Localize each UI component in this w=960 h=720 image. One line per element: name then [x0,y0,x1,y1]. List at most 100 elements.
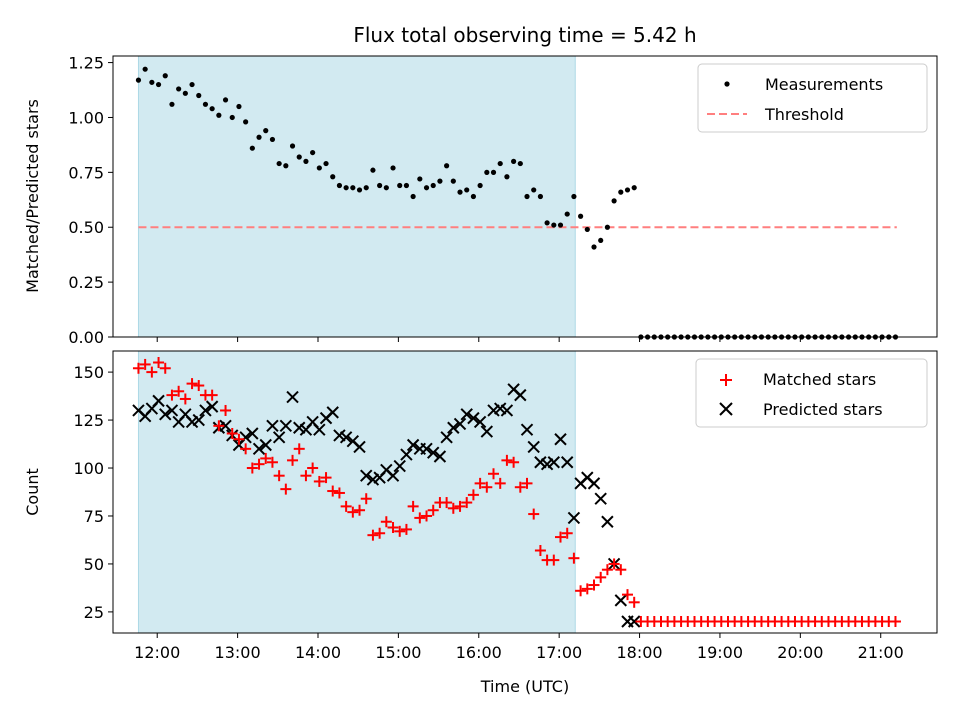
matched-point [220,404,232,416]
bottom-y-tick-label: 100 [73,459,104,478]
x-tick-label: 18:00 [617,643,663,662]
measurement-point [571,193,577,200]
measurement-point [169,101,175,107]
measurement-point [269,136,276,143]
measurement-point [330,174,336,180]
predicted-point [313,423,326,436]
legend-matched-label: Matched stars [763,370,876,389]
matched-point [521,477,533,489]
matched-point [327,485,339,497]
matched-point [173,385,185,397]
legend-threshold-label: Threshold [764,105,844,124]
measurement-point [564,211,570,217]
measurement-point [383,185,389,191]
measurement-point [423,185,430,191]
matched-point [581,583,593,595]
matched-point [300,470,312,482]
matched-point [528,508,540,520]
legend-measurements-marker [724,81,730,87]
predicted-point [467,411,480,425]
top-y-tick-label: 0.75 [68,163,104,182]
measurement-point [236,103,242,110]
predicted-point [500,404,514,417]
matched-point [159,362,171,374]
predicted-point [246,427,259,440]
predicted-point [272,431,286,444]
measurement-point [537,193,544,200]
predicted-point [594,492,607,505]
matched-point [320,472,332,484]
matched-point [374,527,386,539]
measurement-point [336,182,343,189]
predicted-point [567,511,581,525]
top-legend-box [697,63,928,133]
matched-point [447,502,459,514]
matched-point [441,497,453,509]
bottom-y-tick-label: 25 [84,603,104,622]
bottom-y-ticks: 25 50 75 100 125 150 [73,363,113,622]
measurement-point [310,149,316,156]
measurement-point [189,81,195,88]
measurement-point [263,128,269,134]
measurement-point [249,145,255,151]
measurement-point [551,222,557,228]
measurement-point [196,92,202,99]
matched-point [226,427,238,439]
matched-point [166,389,178,401]
x-tick-label: 16:00 [456,643,502,662]
top-y-tick-label: 1.00 [68,108,104,127]
legend-predicted-label: Predicted stars [763,400,883,419]
matched-point [501,454,513,466]
measurement-point [283,163,289,169]
predicted-point [440,431,453,444]
predicted-point [386,469,400,482]
measurement-point [289,143,296,149]
matched-point [307,462,319,474]
matched-point [206,389,218,401]
matched-point [588,579,600,591]
matched-point [508,456,520,468]
measurement-point [464,187,470,193]
matched-point [427,504,439,516]
matched-point [253,458,265,470]
matched-point [293,443,305,455]
matched-point [146,366,158,378]
matched-point [407,500,419,512]
measurement-point [624,187,631,193]
predicted-point [480,425,494,438]
predicted-point [239,431,252,444]
measurement-point [176,86,182,92]
matched-point [186,378,198,390]
top-ylabel: Matched/Predicted stars [23,99,42,293]
matched-point [575,585,587,597]
matched-point [153,357,165,369]
measurement-point [417,176,423,182]
measurement-point [631,185,637,191]
measurement-point [584,226,590,233]
measurement-point [209,106,215,112]
matched-point [621,589,633,601]
measurement-point [343,185,349,191]
predicted-point [614,594,628,607]
matched-point [494,477,506,489]
matched-point [266,456,278,468]
measurement-point [504,174,510,180]
bottom-legend-box [695,358,928,428]
top-shaded-region [137,55,576,338]
bottom-ylabel: Count [23,468,42,516]
top-y-tick-label: 1.25 [68,54,104,73]
x-tick-label: 14:00 [295,643,341,662]
measurement-point [477,182,483,189]
matched-point [889,615,901,627]
predicted-point [601,515,614,528]
matched-point [474,477,486,489]
top-x-ticks [156,337,882,342]
measurement-point [182,90,188,96]
predicted-point [400,448,413,461]
measurement-point [316,165,322,171]
matched-point [454,500,466,512]
top-y-tick-label: 0.00 [68,328,104,347]
matched-point [347,506,359,518]
bottom-panel: 25 50 75 100 125 150 12:00 13:00 14:00 15:00 16:0… [23,350,938,696]
matched-point [273,470,285,482]
